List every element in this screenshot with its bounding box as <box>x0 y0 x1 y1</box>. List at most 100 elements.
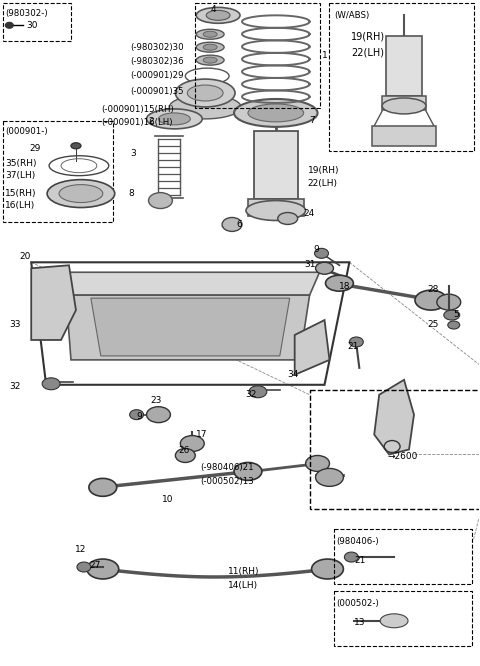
Text: (W/ABS): (W/ABS) <box>335 11 370 21</box>
Ellipse shape <box>47 180 115 208</box>
Text: 21: 21 <box>348 342 359 351</box>
Text: 7: 7 <box>310 116 315 125</box>
Text: 26: 26 <box>179 446 190 454</box>
Text: (-000502)13: (-000502)13 <box>200 478 254 486</box>
Text: 20: 20 <box>19 252 31 261</box>
Ellipse shape <box>444 310 460 320</box>
Ellipse shape <box>206 11 230 20</box>
Text: 10: 10 <box>162 496 174 504</box>
Text: 19(RH): 19(RH) <box>351 31 385 41</box>
Text: 17: 17 <box>196 430 208 439</box>
Ellipse shape <box>344 552 358 562</box>
Text: (-000901)16(LH): (-000901)16(LH) <box>101 118 172 127</box>
Text: 29: 29 <box>29 144 41 153</box>
Text: 9: 9 <box>137 412 143 421</box>
Ellipse shape <box>180 436 204 452</box>
Text: (980302-): (980302-) <box>5 9 48 19</box>
Text: 22(LH): 22(LH) <box>308 178 337 188</box>
Text: 18: 18 <box>339 282 351 291</box>
Text: 33: 33 <box>9 320 21 329</box>
Ellipse shape <box>130 410 144 420</box>
Text: 32: 32 <box>245 390 256 399</box>
Ellipse shape <box>306 456 329 472</box>
Ellipse shape <box>158 113 190 125</box>
Ellipse shape <box>380 614 408 628</box>
Ellipse shape <box>234 462 262 480</box>
Ellipse shape <box>246 200 306 220</box>
Text: 25: 25 <box>427 320 438 329</box>
Polygon shape <box>374 380 414 454</box>
Ellipse shape <box>349 337 363 347</box>
Ellipse shape <box>315 468 343 486</box>
Polygon shape <box>254 131 298 198</box>
Ellipse shape <box>196 29 224 39</box>
Ellipse shape <box>5 22 13 28</box>
Polygon shape <box>91 298 290 356</box>
Polygon shape <box>382 96 426 110</box>
Ellipse shape <box>278 212 298 224</box>
Text: 30: 30 <box>26 21 38 31</box>
Text: (-000901)15(RH): (-000901)15(RH) <box>101 105 174 114</box>
Text: 19(RH): 19(RH) <box>308 166 339 174</box>
Text: 31: 31 <box>305 260 316 269</box>
Ellipse shape <box>59 184 103 202</box>
Ellipse shape <box>169 95 241 119</box>
Text: 22(LH): 22(LH) <box>351 47 384 57</box>
Polygon shape <box>248 198 304 216</box>
Text: 34: 34 <box>288 370 299 379</box>
Ellipse shape <box>415 290 447 310</box>
Text: (000901-): (000901-) <box>5 127 48 136</box>
Text: 32: 32 <box>9 382 21 391</box>
Ellipse shape <box>315 262 334 274</box>
Ellipse shape <box>175 448 195 462</box>
Ellipse shape <box>196 42 224 52</box>
Text: 15(RH): 15(RH) <box>5 188 37 198</box>
Ellipse shape <box>382 98 426 114</box>
Ellipse shape <box>42 378 60 390</box>
Text: (-980406)21: (-980406)21 <box>200 464 254 472</box>
Polygon shape <box>31 265 76 340</box>
Text: 14(LH): 14(LH) <box>228 581 258 590</box>
Text: (-000901)35: (-000901)35 <box>131 87 184 96</box>
Ellipse shape <box>448 321 460 329</box>
Ellipse shape <box>146 407 170 423</box>
Ellipse shape <box>175 79 235 107</box>
Text: 12: 12 <box>75 545 86 554</box>
Text: 24: 24 <box>304 208 315 218</box>
Text: 2: 2 <box>148 117 154 126</box>
Ellipse shape <box>234 99 318 127</box>
Ellipse shape <box>89 478 117 496</box>
Ellipse shape <box>196 7 240 23</box>
Ellipse shape <box>437 294 461 310</box>
Ellipse shape <box>196 55 224 65</box>
Ellipse shape <box>249 386 267 398</box>
Text: 13: 13 <box>354 618 366 627</box>
Ellipse shape <box>187 85 223 101</box>
Ellipse shape <box>325 275 353 291</box>
Polygon shape <box>372 126 436 146</box>
Text: 8: 8 <box>129 188 134 198</box>
Ellipse shape <box>248 104 304 122</box>
Text: 6: 6 <box>236 220 242 230</box>
Text: (-980302)36: (-980302)36 <box>131 57 184 66</box>
Text: 5: 5 <box>454 310 459 319</box>
Text: (-000901)29: (-000901)29 <box>131 71 184 80</box>
Ellipse shape <box>146 109 202 129</box>
Text: 27: 27 <box>89 561 100 570</box>
Text: 3: 3 <box>131 149 136 158</box>
Ellipse shape <box>77 562 91 572</box>
Ellipse shape <box>222 218 242 231</box>
Ellipse shape <box>203 57 217 63</box>
Ellipse shape <box>71 143 81 149</box>
Polygon shape <box>66 295 310 360</box>
Ellipse shape <box>203 44 217 50</box>
Text: 1: 1 <box>322 51 327 60</box>
Polygon shape <box>56 272 320 295</box>
Text: 35(RH): 35(RH) <box>5 159 37 168</box>
Polygon shape <box>295 320 329 375</box>
Text: 16(LH): 16(LH) <box>5 200 36 210</box>
Text: (-980302)30: (-980302)30 <box>131 43 184 52</box>
Text: 4: 4 <box>210 5 216 15</box>
Text: →2600: →2600 <box>387 452 418 460</box>
Text: 11(RH): 11(RH) <box>228 567 260 576</box>
